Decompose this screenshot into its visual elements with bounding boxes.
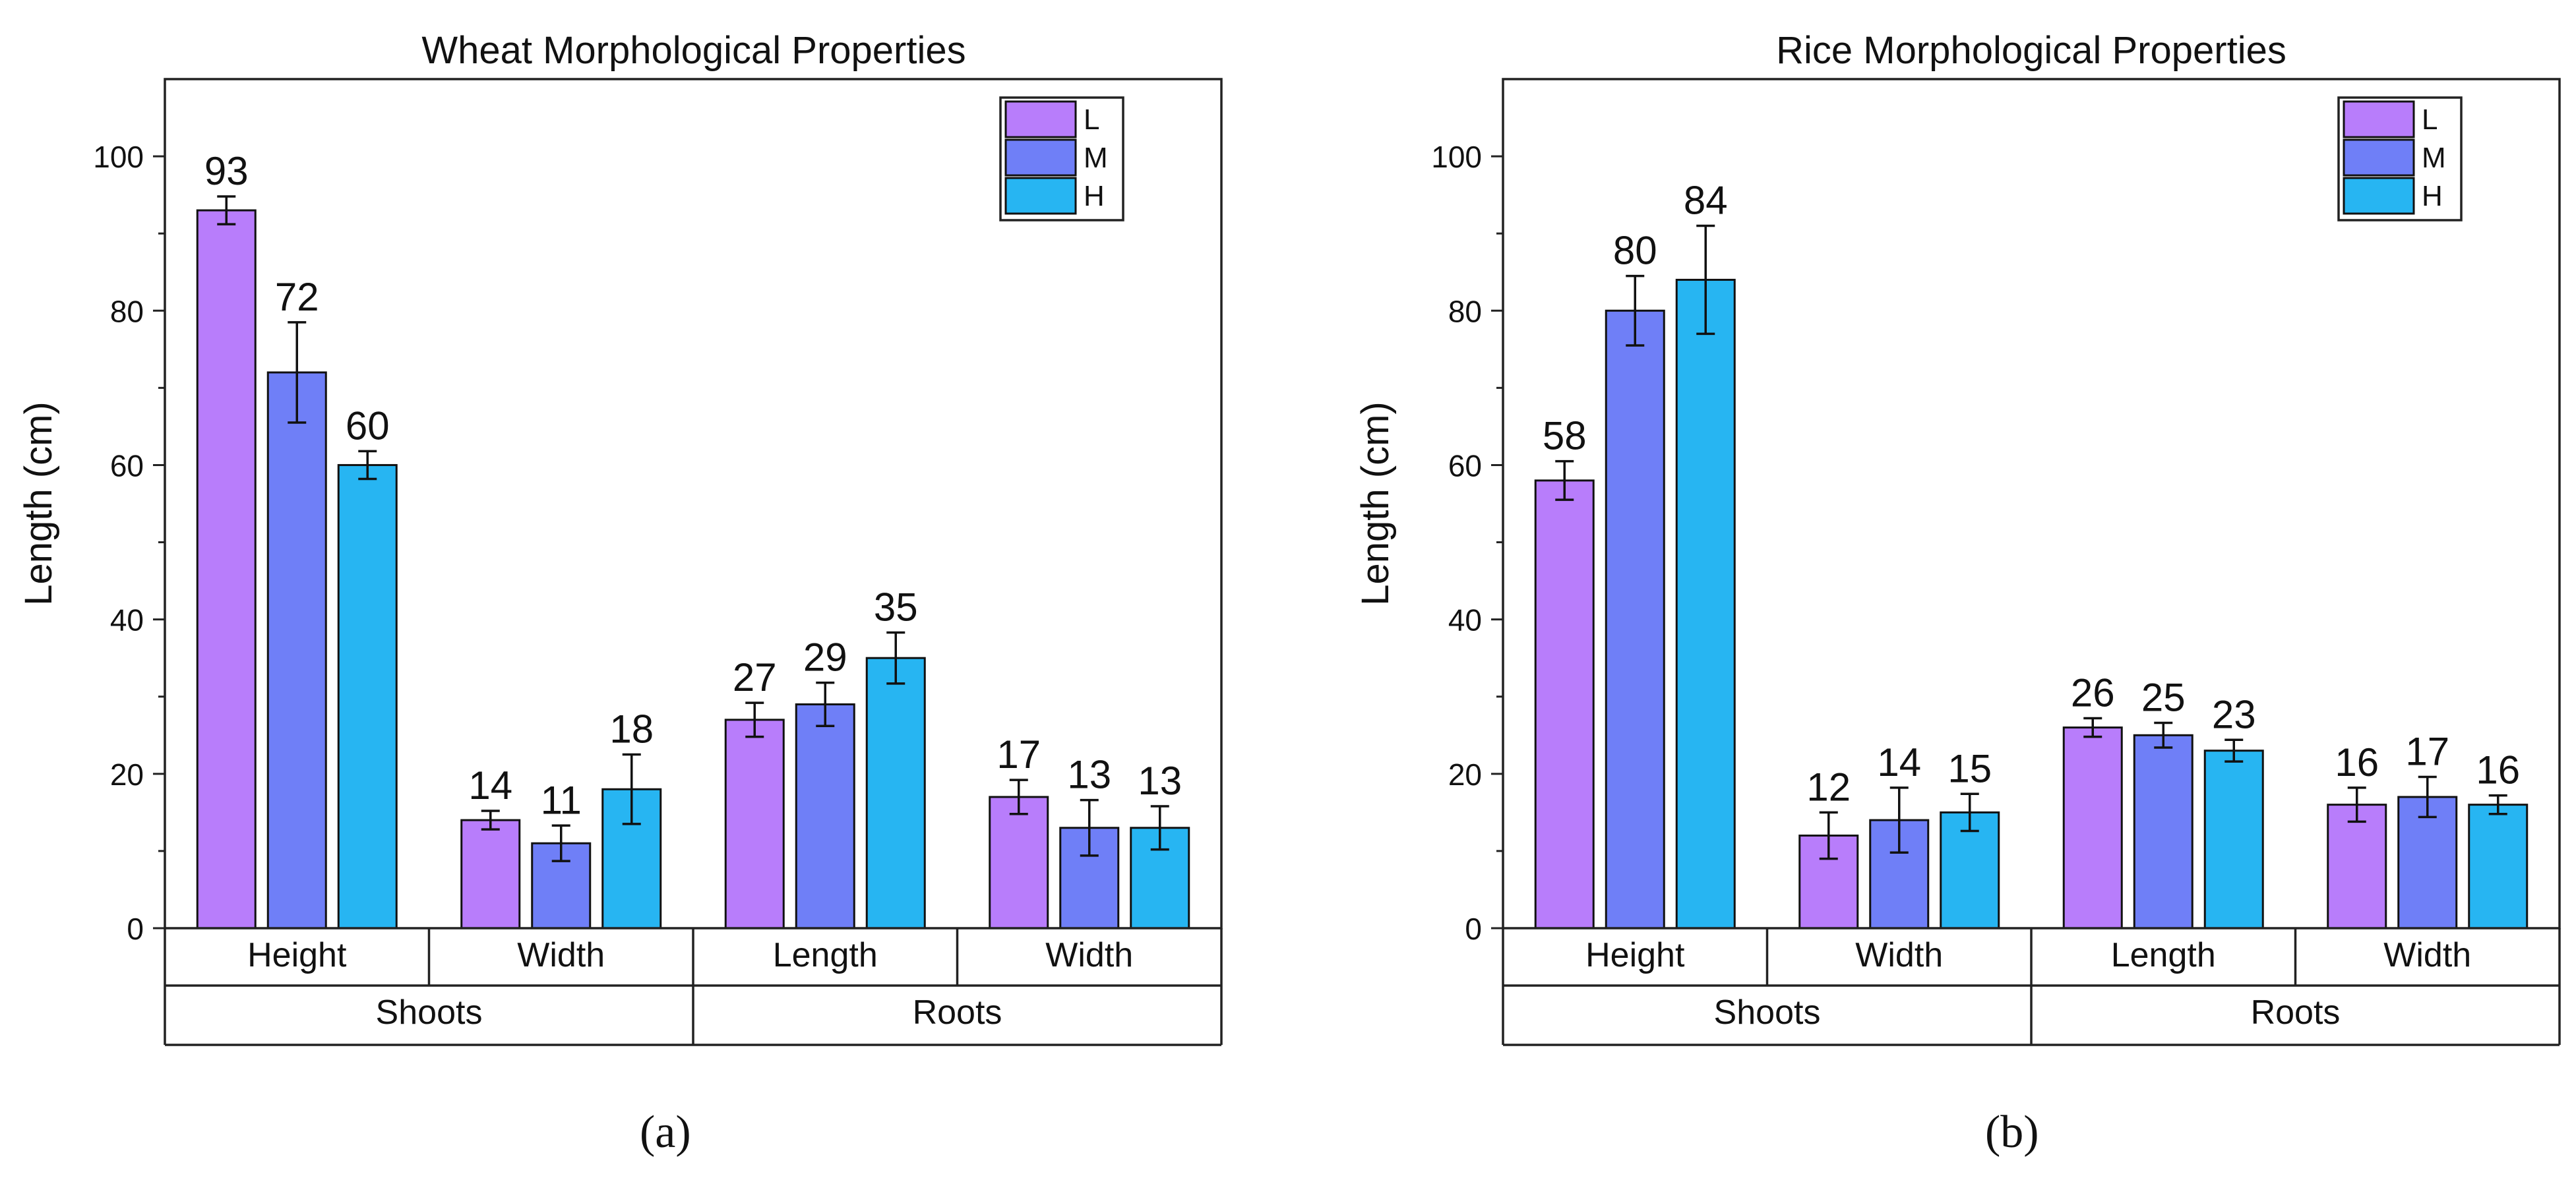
data-label: 93 — [204, 149, 249, 193]
y-tick-label: 20 — [110, 757, 144, 792]
bar-L-3 — [2062, 726, 2123, 930]
x-category-label: Width — [2383, 936, 2471, 974]
chart-title: Wheat Morphological Properties — [421, 29, 966, 72]
bar-M-1 — [266, 371, 327, 930]
legend-label: H — [1084, 180, 1105, 212]
legend: LMH — [2337, 96, 2463, 222]
y-axis-label: Length (cm) — [17, 401, 60, 605]
data-label: 84 — [1684, 178, 1728, 222]
data-label: 27 — [733, 655, 777, 699]
legend-swatch-M — [2343, 138, 2415, 177]
legend-swatch-L — [1004, 100, 1077, 138]
chart-title: Rice Morphological Properties — [1776, 29, 2286, 72]
x-group-label: Shoots — [1714, 993, 1821, 1032]
data-label: 14 — [1877, 740, 1921, 784]
bar-L-1 — [1534, 479, 1595, 930]
y-tick-label: 40 — [110, 603, 144, 637]
data-label: 12 — [1806, 765, 1851, 809]
y-tick-label: 0 — [127, 912, 144, 946]
data-label: 17 — [997, 732, 1041, 777]
data-label: 23 — [2212, 692, 2256, 736]
bar-H-3 — [2203, 750, 2264, 930]
bar-M-3 — [2133, 734, 2193, 930]
data-label: 11 — [541, 778, 582, 822]
data-label: 80 — [1613, 229, 1657, 273]
y-tick-label: 60 — [1448, 448, 1482, 483]
y-tick-label: 20 — [1448, 757, 1482, 792]
panel-label: (a) — [640, 1107, 691, 1158]
bar-H-4 — [2468, 804, 2529, 930]
x-category-label: Height — [1585, 936, 1685, 974]
legend: LMH — [999, 96, 1124, 222]
bar-M-3 — [795, 703, 855, 930]
data-label: 16 — [2335, 740, 2379, 784]
y-tick-label: 80 — [110, 294, 144, 328]
bar-H-1 — [1675, 278, 1736, 930]
legend-label: M — [1084, 142, 1108, 174]
x-category-label: Width — [1045, 936, 1133, 974]
x-group-label: Shoots — [376, 993, 483, 1032]
chart-panel-b: Rice Morphological Properties Length (cm)… — [1354, 29, 2561, 1158]
y-tick-label: 80 — [1448, 294, 1482, 328]
legend-swatch-L — [2343, 100, 2415, 138]
x-category-label: Length — [2111, 936, 2216, 974]
data-label: 26 — [2071, 671, 2115, 715]
bar-L-2 — [460, 819, 521, 930]
x-group-label: Roots — [2251, 993, 2341, 1032]
chart-panel-a: Wheat Morphological Properties Length (cm… — [17, 29, 1223, 1158]
y-tick-label: 100 — [1431, 140, 1482, 174]
bar-L-1 — [196, 209, 257, 930]
data-label: 14 — [468, 763, 512, 808]
bar-H-3 — [865, 657, 926, 930]
data-label: 60 — [346, 403, 390, 448]
y-tick-label: 60 — [110, 448, 144, 483]
legend-label: L — [2422, 103, 2438, 136]
data-label: 16 — [2476, 748, 2520, 792]
y-axis-label: Length (cm) — [1354, 401, 1397, 605]
legend-label: M — [2422, 142, 2446, 174]
legend-swatch-H — [1004, 177, 1077, 215]
bar-H-1 — [337, 463, 398, 930]
x-category-label: Length — [773, 936, 878, 974]
bar-L-4 — [2327, 804, 2387, 930]
y-tick-label: 0 — [1465, 912, 1482, 946]
x-category-label: Height — [247, 936, 347, 974]
data-label: 25 — [2141, 676, 2186, 720]
data-label: 13 — [1138, 759, 1182, 803]
bar-L-4 — [989, 796, 1049, 930]
x-category-label: Width — [1855, 936, 1943, 974]
bar-M-4 — [2397, 796, 2458, 930]
data-label: 18 — [609, 707, 654, 752]
legend-swatch-M — [1004, 138, 1077, 177]
data-label: 35 — [874, 585, 918, 630]
data-label: 72 — [275, 275, 319, 319]
data-label: 17 — [2405, 730, 2449, 774]
panel-label: (b) — [1985, 1107, 2039, 1158]
data-label: 13 — [1067, 753, 1111, 797]
y-tick-label: 40 — [1448, 603, 1482, 637]
x-category-label: Width — [517, 936, 605, 974]
bar-M-1 — [1605, 309, 1665, 930]
data-label: 15 — [1947, 746, 1992, 790]
legend-label: H — [2422, 180, 2443, 212]
data-label: 58 — [1543, 414, 1587, 458]
legend-label: L — [1084, 103, 1099, 136]
bar-L-3 — [724, 719, 785, 930]
data-label: 29 — [803, 635, 847, 680]
y-tick-label: 100 — [93, 140, 144, 174]
x-group-label: Roots — [913, 993, 1002, 1032]
legend-swatch-H — [2343, 177, 2415, 215]
